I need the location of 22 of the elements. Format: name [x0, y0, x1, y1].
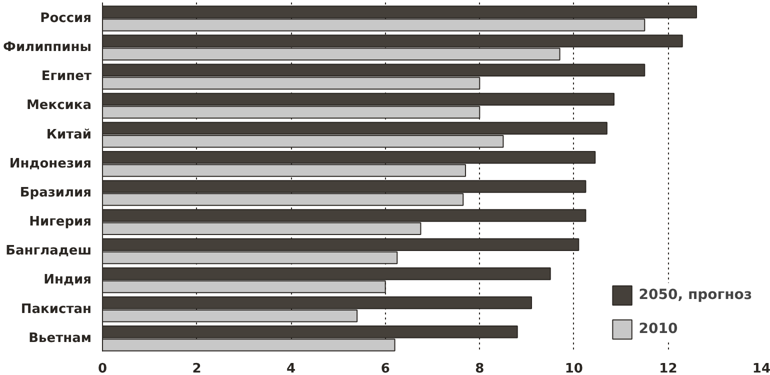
y-tick-label: Пакистан	[20, 302, 92, 317]
x-tick-label: 10	[564, 362, 583, 375]
y-tick-label: Нигерия	[29, 214, 92, 230]
y-tick-label: Мексика	[26, 98, 92, 114]
y-tick-label: Китай	[46, 127, 92, 142]
x-tick-label: 4	[286, 362, 296, 375]
x-tick-label: 14	[752, 362, 770, 375]
y-tick-label: Филиппины	[3, 40, 92, 56]
legend-label: 2010	[638, 321, 678, 337]
y-tick-label: Бангладеш	[6, 244, 92, 259]
y-tick-label: Россия	[40, 10, 92, 26]
y-tick-label: Индонезия	[9, 156, 92, 172]
x-tick-label: 0	[98, 362, 108, 375]
x-tick-label: 12	[659, 362, 678, 375]
y-tick-label: Индия	[44, 272, 92, 288]
y-tick-label: Бразилия	[20, 185, 92, 200]
x-tick-label: 8	[475, 362, 484, 375]
x-tick-label: 2	[192, 362, 202, 375]
legend-label: 2050, прогноз	[638, 287, 752, 303]
x-tick-label: 6	[380, 362, 390, 375]
y-tick-label: Египет	[41, 69, 92, 84]
y-tick-label: Вьетнам	[28, 330, 92, 346]
